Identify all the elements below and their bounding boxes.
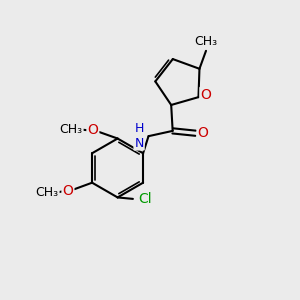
Text: H
N: H N: [134, 122, 144, 150]
Text: O: O: [62, 184, 74, 198]
Text: CH₃: CH₃: [194, 35, 218, 49]
Text: O: O: [87, 123, 98, 137]
Text: O: O: [197, 126, 208, 140]
Text: O: O: [200, 88, 211, 102]
Text: Cl: Cl: [138, 192, 152, 206]
Text: CH₃: CH₃: [59, 123, 83, 136]
Text: CH₃: CH₃: [35, 186, 58, 199]
